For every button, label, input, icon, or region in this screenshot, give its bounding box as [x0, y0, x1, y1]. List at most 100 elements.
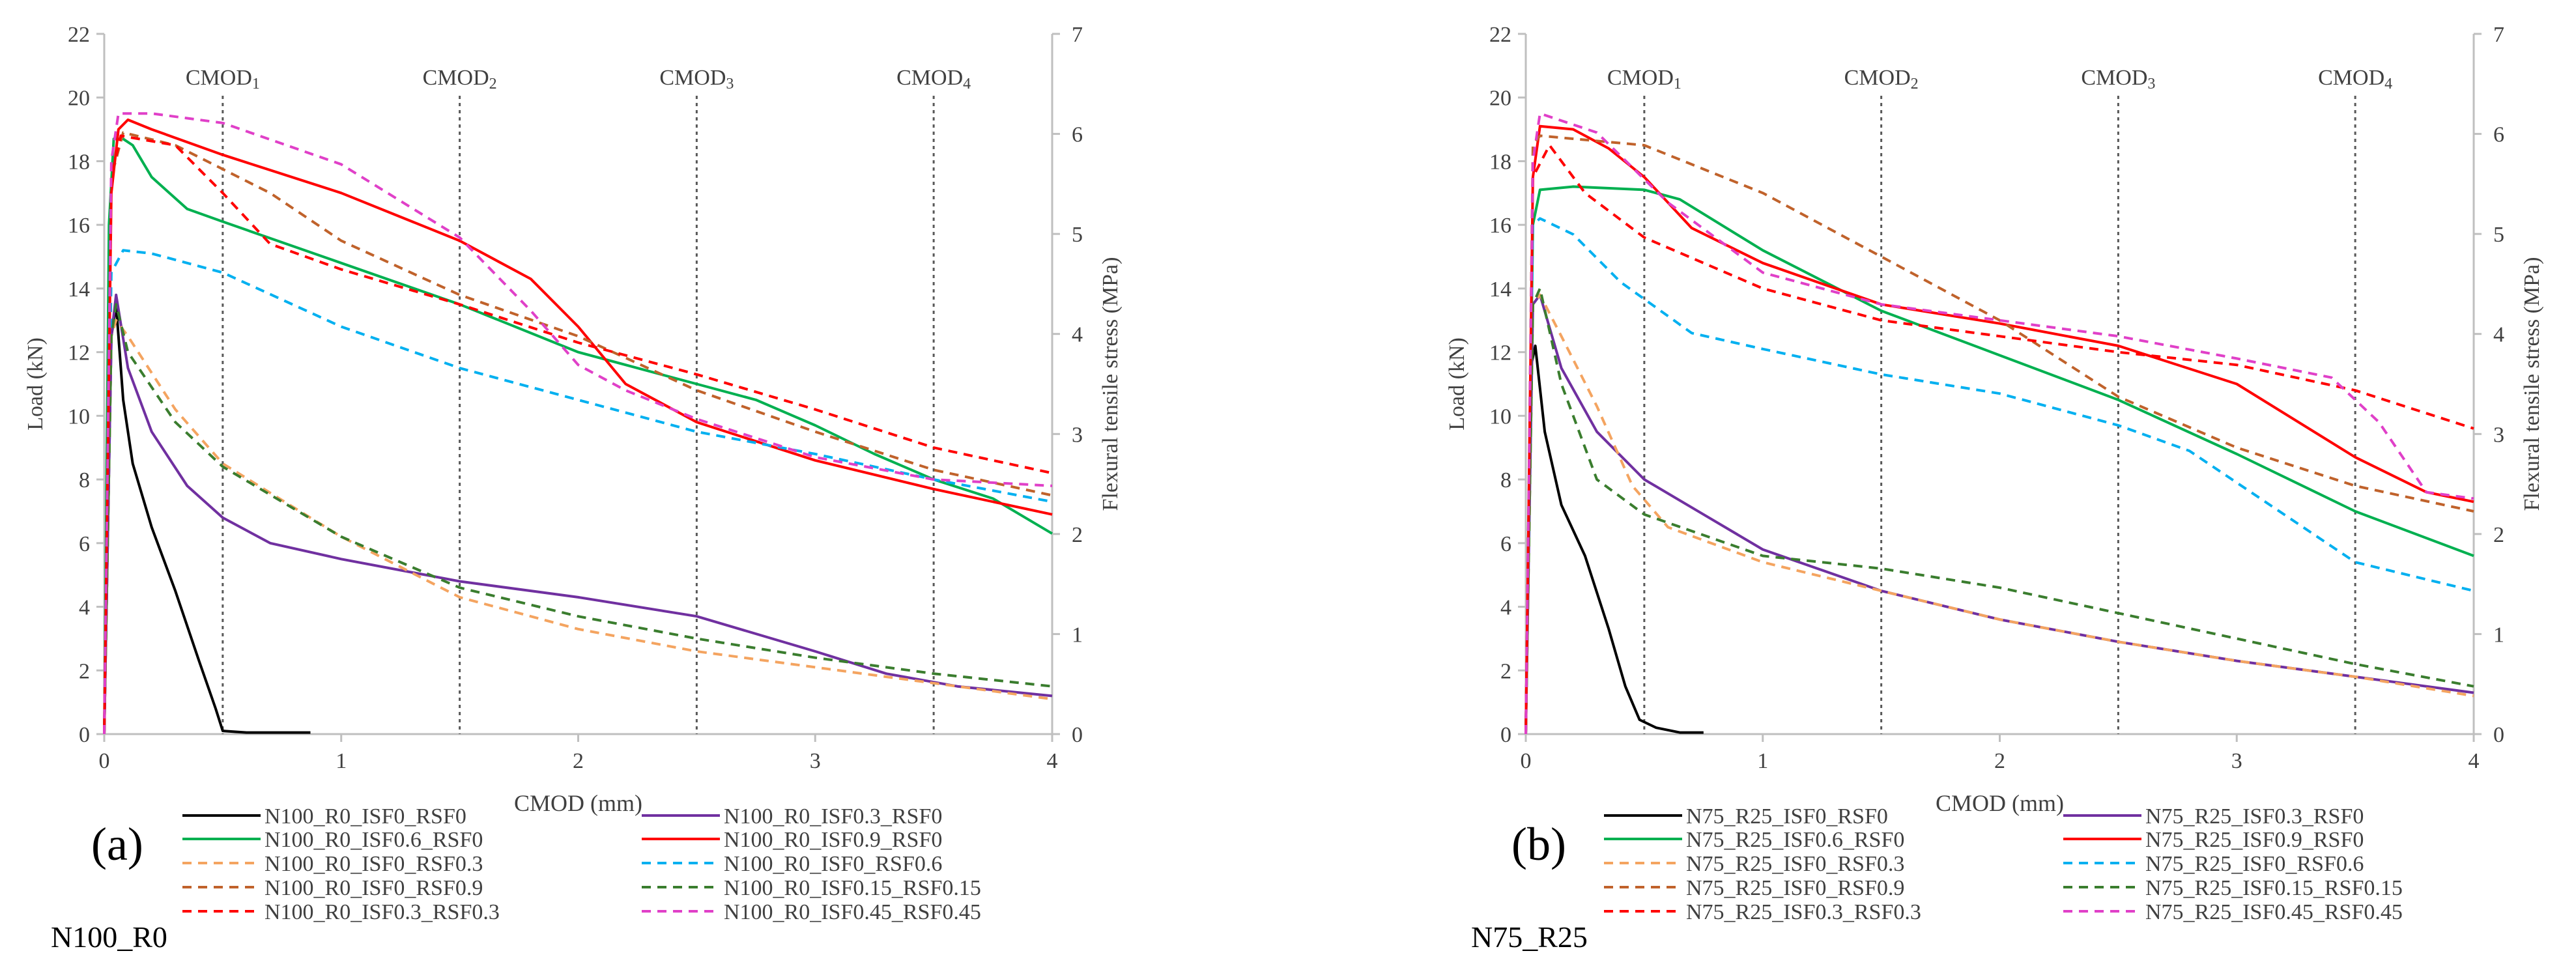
y-tick-label: 6 [1500, 532, 1511, 556]
y-tick-label: 10 [68, 404, 90, 429]
series-line [103, 118, 1053, 735]
legend-entry: N75_R25_ISF0.3_RSF0.3 [1686, 900, 1921, 924]
legend-entry: N100_R0_ISF0_RSF0.3 [265, 852, 483, 876]
y2-tick-label: 5 [2493, 223, 2504, 247]
y-tick-label: 0 [1500, 723, 1511, 747]
y2-tick-label: 0 [2493, 723, 2504, 747]
reference-line-label: CMOD4 [2318, 66, 2392, 92]
legend-entry: N100_R0_ISF0_RSF0.6 [724, 852, 942, 876]
y2-tick-label: 7 [2493, 23, 2504, 47]
y2-axis-title: Flexural tensile stress (MPa) [2520, 257, 2544, 511]
x-axis-title: CMOD (mm) [1936, 790, 2064, 816]
x-tick-label: 2 [573, 749, 584, 773]
y-tick-label: 22 [1489, 23, 1511, 47]
y2-tick-label: 7 [1072, 23, 1083, 47]
y-tick-label: 14 [1489, 277, 1511, 302]
y-tick-label: 8 [79, 468, 90, 492]
series-line [1524, 185, 2474, 735]
legend-entry: N75_R25_ISF0.3_RSF0 [2145, 804, 2364, 829]
panel-a-name: N100_R0 [51, 920, 167, 954]
series-line [1524, 293, 2474, 735]
y-tick-label: 16 [68, 214, 90, 238]
y2-tick-label: 3 [1072, 423, 1083, 447]
series-line [1524, 144, 2474, 735]
y2-tick-label: 6 [2493, 123, 2504, 147]
legend-entry: N75_R25_ISF0_RSF0 [1686, 804, 1888, 829]
series-line [103, 293, 1053, 735]
y-tick-label: 18 [1489, 150, 1511, 174]
y-tick-label: 10 [1489, 404, 1511, 429]
y2-tick-label: 4 [1072, 323, 1083, 347]
series-line [1524, 217, 2474, 735]
y2-tick-label: 3 [2493, 423, 2504, 447]
series-line [1524, 287, 2474, 735]
y2-tick-label: 1 [2493, 623, 2504, 647]
x-axis-title: CMOD (mm) [514, 790, 642, 816]
y2-tick-label: 2 [2493, 523, 2504, 547]
y2-tick-label: 0 [1072, 723, 1083, 747]
series-line [1524, 293, 2474, 735]
series-line [1524, 344, 1704, 735]
reference-line-label: CMOD1 [1607, 66, 1682, 92]
legend-entry: N75_R25_ISF0_RSF0.6 [2145, 852, 2364, 876]
y-tick-label: 0 [79, 723, 90, 747]
legend-entry: N100_R0_ISF0.6_RSF0 [265, 828, 483, 852]
legend-entry: N100_R0_ISF0_RSF0 [265, 804, 466, 829]
series-line [103, 303, 1053, 735]
reference-line-label: CMOD2 [423, 66, 497, 92]
y2-axis-title: Flexural tensile stress (MPa) [1098, 257, 1123, 511]
series-line [103, 131, 1053, 735]
y-tick-label: 4 [79, 596, 90, 620]
legend-entry: N100_R0_ISF0.45_RSF0.45 [724, 900, 981, 924]
y-tick-label: 18 [68, 150, 90, 174]
legend-entry: N75_R25_ISF0_RSF0.9 [1686, 876, 1904, 900]
y-tick-label: 20 [68, 87, 90, 111]
reference-line-label: CMOD2 [1844, 66, 1919, 92]
x-tick-label: 4 [2469, 749, 2480, 773]
series-line [103, 249, 1053, 735]
reference-line-label: CMOD3 [659, 66, 734, 92]
series-line [103, 134, 1053, 735]
y-tick-label: 2 [1500, 659, 1511, 683]
x-tick-label: 2 [1994, 749, 2005, 773]
panel-a-letter: (a) [91, 818, 143, 870]
y2-tick-label: 6 [1072, 123, 1083, 147]
x-tick-label: 3 [2231, 749, 2242, 773]
legend-entry: N100_R0_ISF0.15_RSF0.15 [724, 876, 981, 900]
x-tick-label: 0 [99, 749, 110, 773]
y-tick-label: 20 [1489, 87, 1511, 111]
y2-tick-label: 5 [1072, 223, 1083, 247]
legend-entry: N75_R25_ISF0.15_RSF0.15 [2145, 876, 2403, 900]
y-tick-label: 2 [79, 659, 90, 683]
legend-entry: N100_R0_ISF0.3_RSF0.3 [265, 900, 500, 924]
legend-entry: N100_R0_ISF0.9_RSF0 [724, 828, 942, 852]
reference-line-label: CMOD1 [186, 66, 260, 92]
legend-entry: N75_R25_ISF0.6_RSF0 [1686, 828, 1904, 852]
x-tick-label: 1 [336, 749, 347, 773]
y-tick-label: 12 [68, 341, 90, 365]
y-tick-label: 8 [1500, 468, 1511, 492]
x-tick-label: 3 [810, 749, 821, 773]
y-tick-label: 16 [1489, 214, 1511, 238]
x-tick-label: 1 [1757, 749, 1768, 773]
series-line [1524, 134, 2474, 735]
y-tick-label: 22 [68, 23, 90, 47]
x-tick-label: 4 [1047, 749, 1058, 773]
y2-tick-label: 1 [1072, 623, 1083, 647]
legend-entry: N100_R0_ISF0_RSF0.9 [265, 876, 483, 900]
series-line [103, 137, 1053, 735]
y-tick-label: 12 [1489, 341, 1511, 365]
panel-b-name: N75_R25 [1471, 920, 1588, 954]
legend-entry: N75_R25_ISF0.9_RSF0 [2145, 828, 2364, 852]
x-tick-label: 0 [1521, 749, 1532, 773]
y2-tick-label: 2 [1072, 523, 1083, 547]
series-line [103, 303, 311, 735]
series-line [1524, 112, 2474, 735]
series-line [103, 112, 1053, 735]
reference-line-label: CMOD3 [2081, 66, 2155, 92]
legend-entry: N75_R25_ISF0.45_RSF0.45 [2145, 900, 2403, 924]
y2-tick-label: 4 [2493, 323, 2504, 347]
series-line [1524, 124, 2474, 735]
